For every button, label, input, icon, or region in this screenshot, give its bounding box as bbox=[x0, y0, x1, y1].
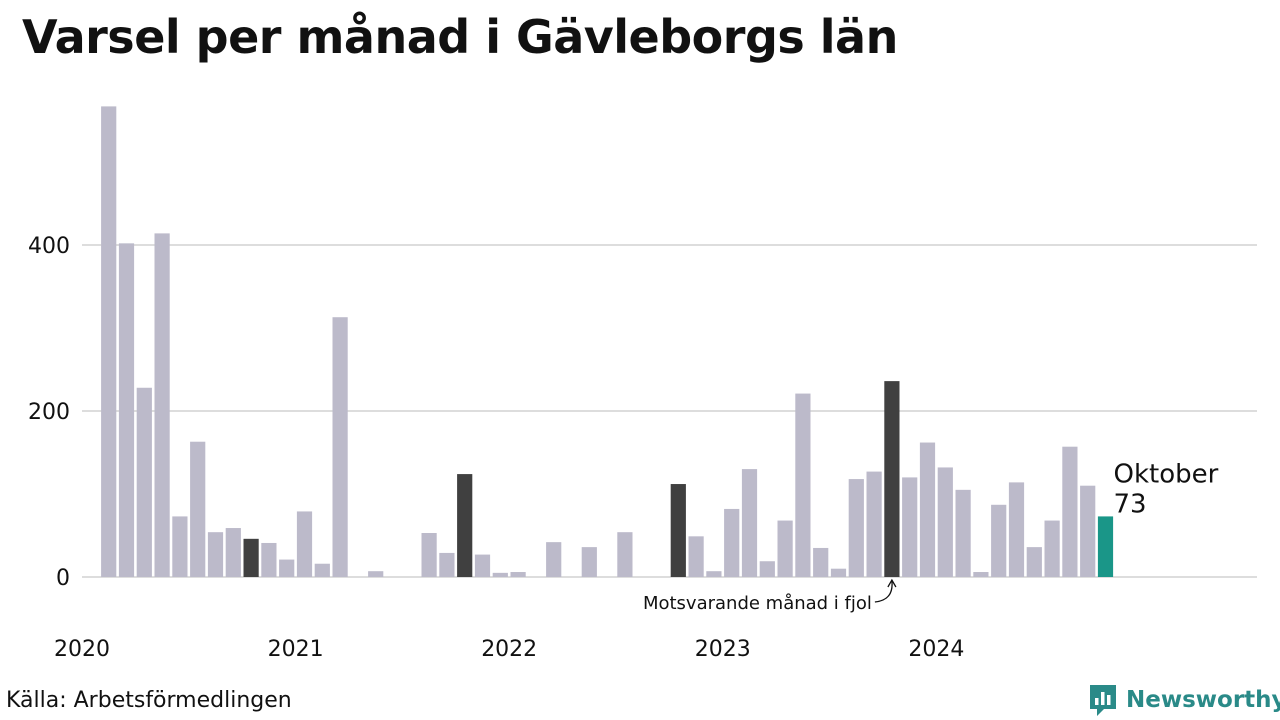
bar-2024-08 bbox=[1062, 446, 1078, 577]
bar-2020-03 bbox=[118, 243, 135, 577]
bar-2021-09 bbox=[439, 552, 455, 577]
x-tick-label: 2022 bbox=[481, 637, 537, 662]
bar-2024-06 bbox=[1026, 547, 1042, 577]
bar-2024-02 bbox=[955, 489, 971, 577]
newsworthy-logo-icon bbox=[1090, 685, 1116, 716]
comparison-arrow bbox=[874, 580, 893, 603]
bar-2023-09 bbox=[866, 471, 882, 577]
bar-2020-08 bbox=[207, 532, 224, 577]
bar-2023-04 bbox=[777, 520, 793, 577]
chart-title: Varsel per månad i Gävleborgs län bbox=[22, 10, 898, 64]
bar-2020-04 bbox=[136, 387, 152, 577]
bar-2023-11 bbox=[902, 477, 918, 577]
bar-2023-08 bbox=[848, 479, 864, 577]
bar-2023-06 bbox=[813, 547, 829, 577]
bar-2022-12 bbox=[706, 571, 722, 577]
bar-2021-03 bbox=[332, 317, 348, 577]
bar-2021-08 bbox=[421, 533, 437, 577]
newsworthy-logo-text: Newsworthy bbox=[1126, 687, 1280, 713]
bar-2024-03 bbox=[973, 572, 989, 577]
y-tick-label: 400 bbox=[28, 234, 70, 259]
bar-2024-07 bbox=[1044, 520, 1060, 577]
bars bbox=[101, 106, 1114, 577]
bar-2020-12 bbox=[279, 559, 295, 577]
source-note: Källa: Arbetsförmedlingen bbox=[6, 688, 292, 713]
current-value-label: 73 bbox=[1114, 489, 1147, 519]
grid-lines bbox=[82, 244, 1257, 578]
current-month-label: Oktober bbox=[1114, 459, 1219, 489]
y-tick-label: 0 bbox=[56, 566, 70, 591]
bar-2024-10 bbox=[1097, 516, 1114, 577]
bar-2021-12 bbox=[492, 572, 508, 577]
bar-2024-09 bbox=[1080, 485, 1096, 577]
bar-2020-06 bbox=[172, 516, 188, 577]
bar-2020-11 bbox=[261, 542, 277, 577]
x-tick-label: 2021 bbox=[268, 637, 324, 662]
y-axis-ticks: 0 200 400 bbox=[28, 234, 70, 591]
bar-2021-02 bbox=[314, 563, 330, 577]
bar-2020-02 bbox=[101, 106, 117, 577]
bar-2021-01 bbox=[296, 511, 313, 577]
x-tick-label: 2024 bbox=[908, 637, 964, 662]
bar-2021-05 bbox=[368, 571, 384, 577]
bar-2021-10 bbox=[457, 474, 473, 577]
bar-2022-03 bbox=[546, 542, 562, 577]
bar-2020-09 bbox=[225, 528, 241, 577]
bar-2020-10 bbox=[243, 538, 259, 577]
bar-2023-03 bbox=[759, 561, 775, 577]
bar-2023-05 bbox=[795, 393, 811, 577]
bar-2023-12 bbox=[919, 442, 936, 577]
bar-2024-01 bbox=[937, 467, 953, 577]
newsworthy-logo: Newsworthy bbox=[1088, 683, 1280, 717]
bar-2021-11 bbox=[474, 554, 491, 577]
x-tick-label: 2023 bbox=[695, 637, 751, 662]
bar-2024-04 bbox=[991, 504, 1007, 577]
bar-2023-10 bbox=[884, 381, 900, 577]
bar-2022-11 bbox=[688, 536, 704, 577]
bar-2022-10 bbox=[670, 484, 686, 577]
comparison-label: Motsvarande månad i fjol bbox=[643, 593, 872, 614]
bar-2020-07 bbox=[190, 441, 206, 577]
bar-2022-01 bbox=[510, 572, 526, 577]
bar-2020-05 bbox=[154, 233, 170, 577]
bar-2023-01 bbox=[724, 508, 740, 577]
x-axis-ticks: 2020 2021 2022 2023 2024 bbox=[54, 637, 964, 662]
bar-2023-07 bbox=[830, 568, 847, 577]
comparison-arrowhead bbox=[887, 578, 897, 588]
x-tick-label: 2020 bbox=[54, 637, 110, 662]
bar-2022-07 bbox=[617, 532, 633, 577]
bar-2023-02 bbox=[741, 469, 758, 577]
y-tick-label: 200 bbox=[28, 400, 70, 425]
bar-2022-05 bbox=[581, 547, 597, 577]
bar-2024-05 bbox=[1008, 482, 1025, 577]
